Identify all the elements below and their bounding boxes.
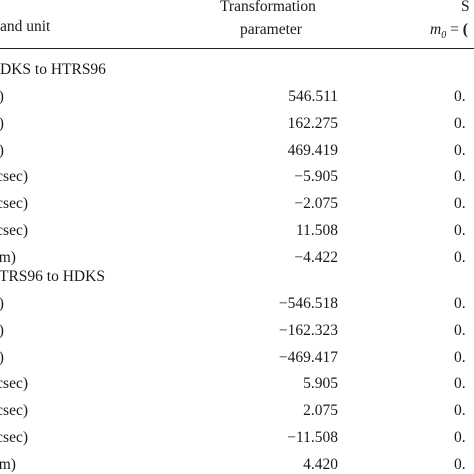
row-value: 4.420: [303, 455, 338, 473]
row-sd: 0.: [454, 455, 466, 473]
table-row: rcsec) 5.905 0.: [0, 375, 474, 402]
row-sd: 0.: [454, 168, 466, 186]
header-col-param-line1: Transformation: [220, 0, 316, 15]
table-row: n) 469.419 0.: [0, 142, 474, 169]
row-label: n): [0, 88, 4, 106]
table-row: pm) 4.420 0.: [0, 456, 474, 474]
table-row: rcsec) −11.508 0.: [0, 429, 474, 456]
row-sd: 0.: [454, 248, 466, 266]
row-label: rcsec): [0, 222, 28, 239]
row-label: rcsec): [0, 375, 28, 393]
row-value: −11.508: [287, 429, 338, 446]
row-label: rcsec): [0, 195, 28, 213]
sd-equals: =: [446, 21, 463, 38]
row-sd: 0.: [454, 402, 466, 420]
row-sd: 0.: [454, 321, 466, 339]
row-sd: 0.: [454, 88, 466, 105]
row-value: 11.508: [295, 222, 338, 239]
table-row: n) −162.323 0.: [0, 322, 474, 349]
row-value: 546.511: [288, 88, 338, 105]
row-sd: 0.: [454, 114, 466, 132]
row-value: −2.075: [294, 195, 338, 213]
row-label: n): [0, 322, 4, 340]
row-value: −4.422: [294, 248, 338, 266]
row-label: pm): [0, 248, 16, 266]
header-rule: [0, 48, 474, 49]
table-row: n) −546.518 0.: [0, 295, 474, 322]
table-row: rcsec) 11.508 0.: [0, 222, 474, 249]
header-col-sd-line1: S: [461, 0, 470, 15]
sd-subscript: 0: [441, 30, 447, 42]
row-value: −162.323: [278, 321, 338, 339]
row-value: 5.905: [303, 375, 338, 393]
row-label: n): [0, 142, 4, 160]
row-label: n): [0, 349, 4, 367]
header-col-label: and unit: [0, 18, 51, 35]
row-label: pm): [0, 455, 16, 473]
header-col-sd-line2: m0 = (: [430, 20, 468, 46]
row-sd: 0.: [454, 429, 466, 446]
row-value: −546.518: [278, 295, 338, 312]
section-title-1: DKS to HTRS96: [0, 61, 106, 78]
row-value: −5.905: [294, 168, 338, 186]
section-title-2: TRS96 to HDKS: [0, 268, 105, 285]
table-row: rcsec) 2.075 0.: [0, 402, 474, 429]
row-sd: 0.: [454, 141, 466, 159]
row-value: 469.419: [287, 141, 338, 159]
row-label: rcsec): [0, 168, 28, 186]
row-sd: 0.: [454, 348, 466, 366]
row-sd: 0.: [454, 375, 466, 393]
row-label: rcsec): [0, 429, 28, 446]
table-row: pm) −4.422 0.: [0, 249, 474, 276]
table-row: rcsec) −5.905 0.: [0, 168, 474, 195]
row-value: −469.417: [278, 348, 338, 366]
table-row: n) 162.275 0.: [0, 115, 474, 142]
table-row: n) 546.511 0.: [0, 88, 474, 115]
row-sd: 0.: [454, 295, 466, 312]
row-sd: 0.: [454, 195, 466, 213]
row-label: n): [0, 115, 4, 133]
sd-value-cut: (: [462, 21, 468, 38]
row-label: n): [0, 295, 4, 313]
row-value: 162.275: [287, 114, 338, 132]
table-row: n) −469.417 0.: [0, 349, 474, 376]
row-sd: 0.: [454, 222, 466, 239]
row-value: 2.075: [303, 402, 338, 420]
row-label: rcsec): [0, 402, 28, 420]
header-col-param-line2: parameter: [240, 21, 302, 38]
sd-symbol: m: [430, 21, 442, 38]
table-row: rcsec) −2.075 0.: [0, 195, 474, 222]
